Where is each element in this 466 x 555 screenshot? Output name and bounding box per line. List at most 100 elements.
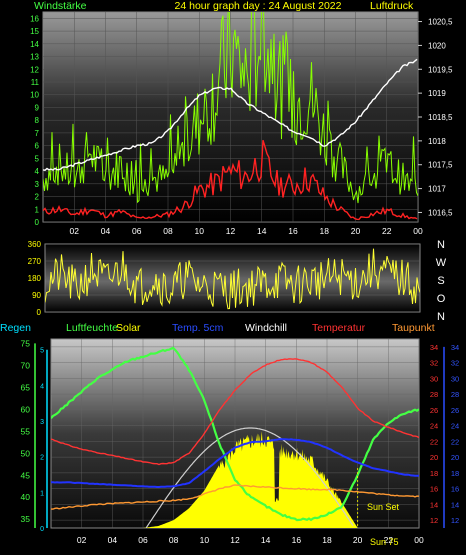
soil-temp-tick-label: 22	[451, 437, 459, 446]
wind-x-tick-label: 10	[195, 226, 205, 236]
soil-temp-tick-label: 26	[451, 406, 459, 415]
wind-x-tick-label: 20	[351, 226, 361, 236]
solar-radiation-area	[143, 431, 358, 528]
wind-tick-label: 7	[35, 129, 40, 138]
humidity-tick-label: 65	[21, 382, 31, 392]
humidity-tick-label: 70	[21, 360, 31, 370]
humidity-tick-label: 40	[21, 492, 31, 502]
humidity-tick-label: 55	[21, 426, 31, 436]
wind-x-tick-label: 22	[382, 226, 392, 236]
pressure-line	[43, 58, 418, 171]
temperature-x-tick-label: 00	[414, 535, 424, 545]
pressure-tick-label: 1017,5	[428, 161, 453, 170]
temperature-x-tick-label: 12	[230, 535, 240, 545]
sun-rise-marker: Sun 75	[370, 537, 399, 547]
soil-temp-tick-label: 28	[451, 390, 459, 399]
humidity-line	[51, 346, 419, 522]
direction-tick-label: 90	[32, 291, 41, 300]
direction-tick-label: 360	[28, 240, 42, 249]
temperature-x-tick-label: 22	[384, 535, 394, 545]
pressure-tick-label: 1016,5	[428, 208, 453, 217]
legend-item: Solar	[116, 322, 141, 334]
wind-tick-label: 2	[35, 193, 40, 202]
soil-temp-tick-label: 32	[451, 359, 459, 368]
direction-tick-label: 0	[37, 308, 42, 317]
pressure-tick-label: 1020	[428, 41, 446, 50]
chart-title: 24 hour graph day : 24 August 2022	[175, 0, 342, 12]
wind-tick-label: 15	[30, 27, 39, 36]
legend-item: Taupunkt	[392, 322, 435, 334]
pressure-tick-label: 1018,5	[428, 113, 453, 122]
wind-tick-label: 11	[31, 78, 40, 87]
wind-tick-label: 8	[35, 116, 40, 125]
wind-axis-label: Windstärke	[34, 0, 87, 12]
temperature-tick-label: 16	[430, 485, 438, 494]
wind-x-tick-label: 14	[257, 226, 267, 236]
soil-temp-tick-label: 16	[451, 485, 459, 494]
legend-item: Regen	[0, 322, 31, 334]
wind-x-tick-label: 02	[70, 226, 80, 236]
temperature-x-tick-label: 04	[108, 535, 118, 545]
rain-tick-label: 3	[40, 419, 44, 426]
compass-label: W	[436, 257, 447, 269]
wind-average-line	[43, 139, 418, 221]
soil-temperature-line	[51, 438, 419, 488]
wind-x-tick-label: 16	[288, 226, 298, 236]
temperature-tick-label: 24	[430, 422, 438, 431]
soil-temp-tick-label: 30	[451, 374, 459, 383]
rain-tick-label: 2	[40, 455, 44, 462]
wind-x-tick-label: 12	[226, 226, 236, 236]
pressure-tick-label: 1017	[428, 185, 446, 194]
legend-item: Luftfeuchte	[66, 322, 118, 334]
rain-tick-label: 4	[40, 383, 44, 390]
dew-point-line	[51, 484, 419, 510]
wind-tick-label: 4	[35, 167, 40, 176]
pressure-axis-label: Luftdruck	[370, 0, 414, 12]
pressure-tick-label: 1018	[428, 137, 446, 146]
humidity-tick-label: 50	[21, 448, 31, 458]
pressure-tick-label: 1020,5	[428, 18, 453, 27]
temperature-x-tick-label: 18	[322, 535, 332, 545]
rain-tick-label: 0	[40, 526, 44, 533]
wind-tick-label: 0	[35, 218, 40, 227]
wind-tick-label: 13	[30, 53, 39, 62]
humidity-tick-label: 75	[21, 338, 31, 348]
temperature-tick-label: 34	[430, 343, 438, 352]
solar-max-curve	[145, 427, 354, 528]
temperature-x-tick-label: 20	[353, 535, 363, 545]
temperature-tick-label: 12	[430, 516, 438, 525]
soil-temp-tick-label: 20	[451, 453, 459, 462]
wind-tick-label: 5	[35, 154, 40, 163]
sun-set-annotation: Sun Set	[367, 502, 400, 512]
compass-label: O	[437, 293, 446, 305]
pressure-tick-label: 1019,5	[428, 65, 453, 74]
direction-tick-label: 180	[28, 274, 42, 283]
temperature-x-tick-label: 06	[138, 535, 148, 545]
wind-tick-label: 14	[30, 40, 39, 49]
temperature-x-tick-label: 16	[292, 535, 302, 545]
humidity-tick-label: 35	[21, 514, 31, 524]
compass-label: N	[437, 239, 445, 251]
wind-tick-label: 16	[30, 14, 39, 23]
temperature-tick-label: 32	[430, 359, 438, 368]
wind-x-tick-label: 06	[132, 226, 142, 236]
temperature-line	[51, 358, 419, 466]
compass-label: N	[437, 311, 445, 323]
humidity-tick-label: 60	[21, 404, 31, 414]
wind-gust-line	[43, 12, 418, 204]
wind-tick-label: 3	[35, 180, 40, 189]
temperature-x-tick-label: 08	[169, 535, 179, 545]
wind-tick-label: 6	[35, 142, 40, 151]
soil-temp-tick-label: 12	[451, 516, 459, 525]
temperature-x-tick-label: 02	[77, 535, 87, 545]
soil-temp-tick-label: 34	[451, 343, 459, 352]
temperature-tick-label: 14	[430, 500, 438, 509]
rain-tick-label: 1	[40, 490, 44, 497]
soil-temp-tick-label: 18	[451, 469, 459, 478]
temperature-tick-label: 18	[430, 469, 438, 478]
legend-item: Temperatur	[312, 322, 366, 334]
temperature-tick-label: 28	[430, 390, 438, 399]
soil-temp-tick-label: 14	[451, 500, 459, 509]
legend-item: Windchill	[245, 322, 287, 334]
